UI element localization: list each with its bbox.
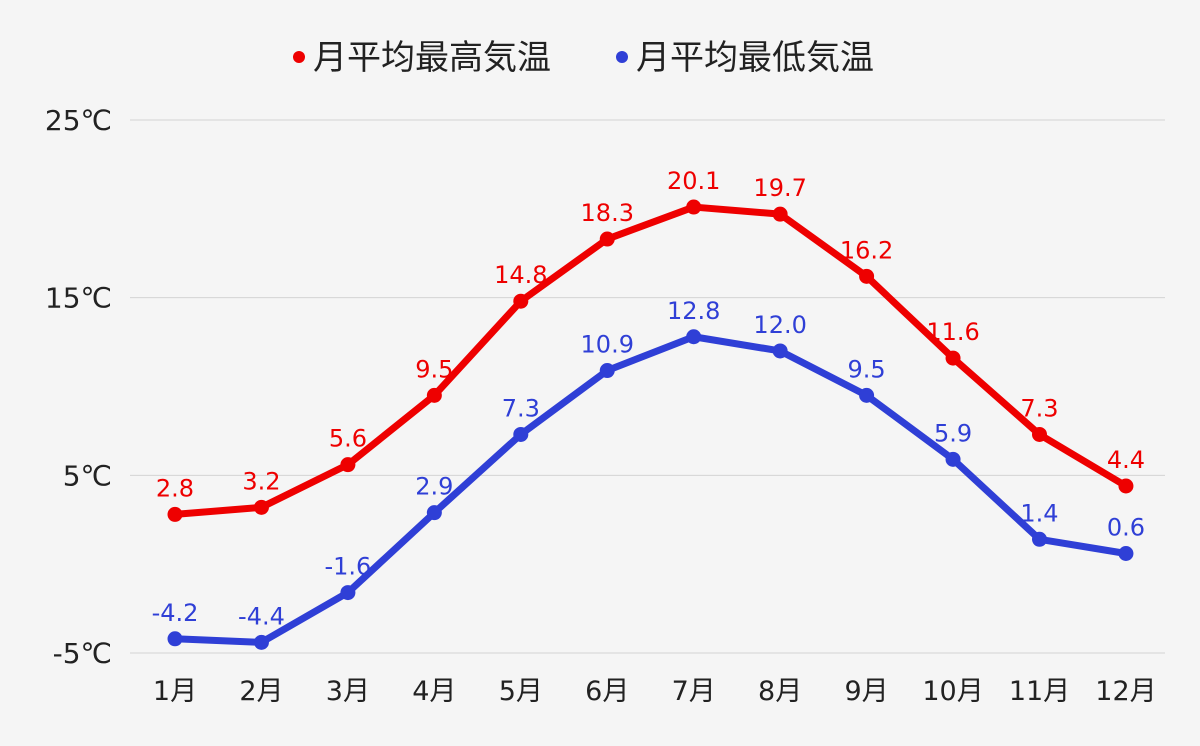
- data-label-min-temp: 10.9: [581, 331, 634, 359]
- data-label-max-temp: 20.1: [667, 167, 720, 195]
- data-point-min-temp: [1118, 546, 1134, 562]
- data-label-min-temp: 12.8: [667, 297, 720, 325]
- data-point-min-temp: [686, 329, 702, 345]
- data-point-max-temp: [1032, 426, 1047, 442]
- data-label-min-temp: 12.0: [753, 311, 806, 339]
- series-layer: 2.8 3.2 5.6 9.5 14.8 18.3 20.1 19.7 16.2 11.6 7.3 4…: [152, 167, 1145, 650]
- data-label-max-temp: 7.3: [1020, 394, 1058, 422]
- data-point-min-temp: [340, 585, 356, 601]
- x-tick-label: 1月: [153, 676, 197, 707]
- x-tick-label: 10月: [922, 676, 983, 707]
- series-min-temp: -4.2 -4.4 -1.6 2.9 7.3 10.9 12.8 12.0 9.5 5.9 1.4 0…: [152, 297, 1145, 650]
- data-label-max-temp: 16.2: [840, 236, 893, 264]
- data-point-max-temp: [772, 206, 788, 222]
- data-label-max-temp: 19.7: [753, 174, 806, 202]
- data-point-max-temp: [686, 199, 702, 215]
- data-point-max-temp: [859, 268, 875, 284]
- data-label-min-temp: 7.3: [502, 394, 540, 422]
- data-point-min-temp: [426, 505, 442, 521]
- x-tick-label: 11月: [1009, 676, 1070, 707]
- data-point-min-temp: [772, 343, 788, 359]
- x-tick-label: 6月: [585, 676, 629, 707]
- data-label-min-temp: 1.4: [1020, 499, 1058, 527]
- x-axis: 1月 2月 3月 4月 5月 6月 7月 8月 9月 10月 11月 12月: [153, 676, 1157, 707]
- x-tick-label: 9月: [845, 676, 889, 707]
- data-point-max-temp: [253, 499, 269, 515]
- legend-label-max-temp: 月平均最高気温: [313, 38, 551, 78]
- data-point-min-temp: [167, 631, 183, 647]
- x-tick-label: 4月: [412, 676, 456, 707]
- data-point-min-temp: [253, 634, 269, 650]
- data-point-max-temp: [167, 506, 183, 522]
- legend-marker-max-temp: [293, 51, 305, 63]
- data-point-min-temp: [1032, 531, 1047, 547]
- data-label-min-temp: 5.9: [934, 419, 972, 447]
- x-tick-label: 7月: [672, 676, 716, 707]
- y-tick-label: 15℃: [45, 282, 112, 315]
- data-point-min-temp: [513, 426, 529, 442]
- series-max-temp: 2.8 3.2 5.6 9.5 14.8 18.3 20.1 19.7 16.2 11.6 7.3 4…: [156, 167, 1145, 522]
- data-label-max-temp: 2.8: [156, 474, 194, 502]
- data-label-max-temp: 11.6: [926, 318, 979, 346]
- x-tick-label: 5月: [499, 676, 543, 707]
- data-label-max-temp: 3.2: [242, 467, 280, 495]
- data-point-min-temp: [859, 387, 875, 403]
- x-tick-label: 8月: [758, 676, 802, 707]
- legend-label-min-temp: 月平均最低気温: [636, 38, 874, 78]
- data-label-max-temp: 4.4: [1107, 446, 1145, 474]
- data-label-min-temp: -4.4: [238, 602, 285, 630]
- data-point-max-temp: [340, 457, 356, 473]
- data-label-max-temp: 9.5: [415, 355, 453, 383]
- y-tick-label: 25℃: [45, 104, 112, 137]
- data-point-max-temp: [945, 350, 961, 366]
- series-line-max-temp: [171, 203, 1130, 518]
- x-tick-label: 3月: [326, 676, 370, 707]
- series-line-min-temp: [171, 333, 1130, 646]
- data-point-max-temp: [426, 387, 442, 403]
- data-point-max-temp: [1118, 478, 1134, 494]
- data-label-min-temp: -1.6: [324, 553, 371, 581]
- y-axis: 25℃ 15℃ 5℃ -5℃: [45, 104, 112, 670]
- y-tick-label: -5℃: [53, 637, 112, 670]
- data-label-max-temp: 18.3: [581, 199, 634, 227]
- data-point-min-temp: [599, 363, 615, 379]
- data-point-max-temp: [599, 231, 615, 247]
- y-tick-label: 5℃: [63, 459, 112, 492]
- data-label-min-temp: 9.5: [848, 355, 886, 383]
- data-label-max-temp: 5.6: [329, 425, 367, 453]
- data-label-max-temp: 14.8: [494, 261, 547, 289]
- data-point-max-temp: [513, 293, 529, 309]
- data-point-min-temp: [945, 451, 961, 467]
- data-label-min-temp: -4.2: [152, 599, 199, 627]
- data-label-min-temp: 2.9: [415, 473, 453, 501]
- data-label-min-temp: 0.6: [1107, 514, 1145, 542]
- legend-marker-min-temp: [616, 51, 628, 63]
- x-tick-label: 12月: [1095, 676, 1156, 707]
- legend: 月平均最高気温 月平均最低気温: [293, 38, 874, 78]
- x-tick-label: 2月: [239, 676, 283, 707]
- gridlines: [130, 119, 1165, 654]
